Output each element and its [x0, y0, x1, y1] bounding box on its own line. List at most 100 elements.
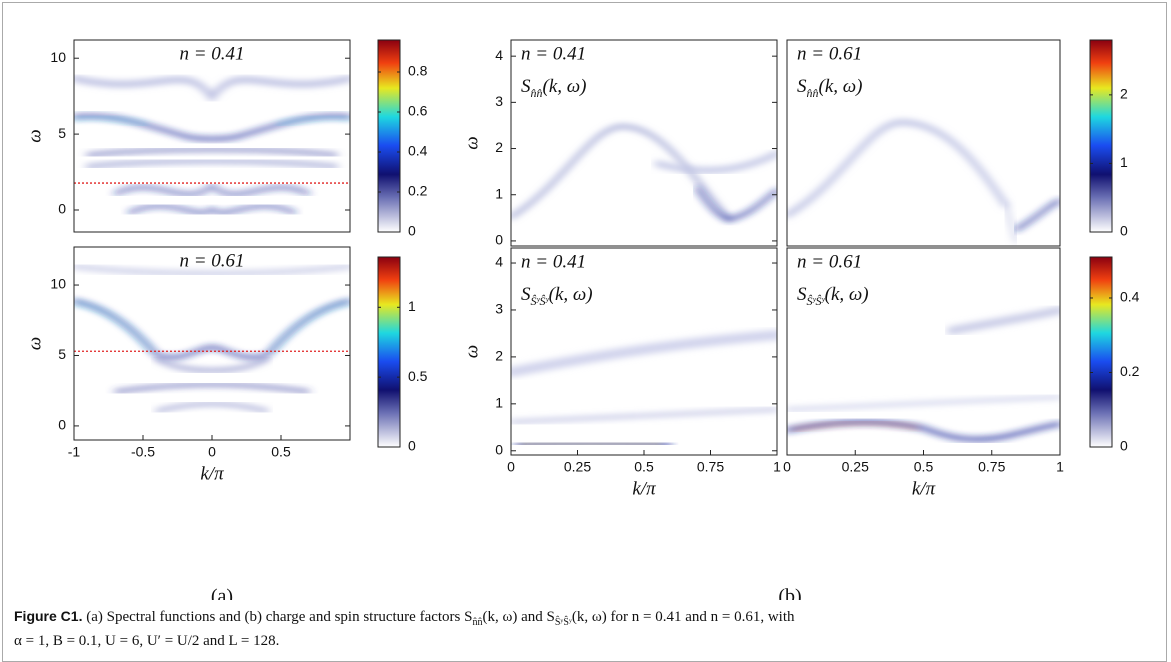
x-tick-label: 1 — [773, 459, 781, 475]
y-tick-label: 2 — [495, 348, 503, 364]
intensity-feature — [74, 117, 350, 124]
quantity-label: Sn̂n̂(k, ω) — [521, 76, 587, 99]
heatmap — [511, 335, 777, 445]
heatmap — [74, 78, 350, 212]
x-tick-label: 0 — [783, 459, 791, 475]
intensity-feature — [74, 266, 350, 273]
quantity-symbol: S — [521, 76, 531, 97]
intensity-feature — [88, 161, 336, 167]
quantity-subscript: n̂n̂ — [531, 86, 543, 100]
caption-text: (k, ω) for n = 0.41 and n = 0.61, with — [571, 609, 795, 625]
panel-label: (a) — [211, 586, 233, 600]
intensity-feature — [88, 149, 336, 155]
colorbar-tick-label: 0 — [1120, 223, 1128, 239]
caption: Figure C1. (a) Spectral functions and (b… — [14, 607, 1159, 650]
annotation: n = 0.61 — [797, 251, 862, 272]
plot-frame — [786, 39, 1061, 247]
colorbar-tick-label: 1 — [408, 298, 416, 314]
quantity-symbol: S — [797, 284, 807, 305]
y-axis-label: ω — [461, 345, 482, 358]
quantity-label: SŜʸŜʸ(k, ω) — [797, 284, 869, 307]
y-tick-label: 0 — [58, 201, 66, 217]
colorbar-tick-label: 0.5 — [408, 368, 428, 384]
intensity-feature — [74, 301, 350, 357]
intensity-feature — [74, 303, 350, 351]
caption-label: Figure C1. — [14, 608, 83, 624]
quantity-args: (k, ω) — [819, 76, 863, 97]
intensity-feature — [522, 443, 660, 445]
x-tick-label: 0.5 — [914, 459, 934, 475]
intensity-feature — [115, 186, 308, 194]
x-tick-label: 0.75 — [697, 459, 724, 475]
quantity-label: SŜʸŜʸ(k, ω) — [521, 284, 593, 307]
annotation: n = 0.41 — [521, 251, 586, 272]
y-tick-label: 10 — [50, 49, 66, 65]
y-tick-label: 0 — [495, 441, 503, 457]
x-tick-label: 0 — [507, 459, 515, 475]
colorbar-tick-label: 0.4 — [1120, 289, 1140, 305]
caption-text: α = 1, B = 0.1, U = 6, U′ = U/2 and L = … — [14, 633, 280, 649]
y-axis-label: ω — [24, 337, 45, 350]
colorbar-tick-label: 0.4 — [408, 143, 428, 159]
colorbar-tick-label: 1 — [1120, 154, 1128, 170]
annotation: n = 0.41 — [179, 43, 244, 64]
quantity-subscript: ŜʸŜʸ — [807, 294, 826, 308]
y-tick-label: 4 — [495, 47, 503, 63]
caption-text: (k, ω) and S — [482, 609, 555, 625]
intensity-feature — [129, 206, 295, 213]
intensity-feature — [157, 359, 267, 371]
intensity-feature — [511, 409, 777, 421]
x-tick-label: 0.5 — [271, 444, 291, 460]
plot-frame — [73, 39, 351, 233]
y-tick-label: 1 — [495, 395, 503, 411]
heatmap — [74, 266, 350, 411]
quantity-subscript: ŜʸŜʸ — [531, 294, 550, 308]
colorbar-tick-label: 0 — [1120, 438, 1128, 454]
x-axis-label: k/π — [632, 478, 656, 499]
panel-label: (b) — [778, 586, 801, 600]
x-tick-label: 0.25 — [564, 459, 591, 475]
intensity-feature — [787, 422, 1060, 439]
quantity-args: (k, ω) — [543, 76, 587, 97]
y-tick-label: 3 — [495, 301, 503, 317]
colorbar-tick-label: 0.2 — [1120, 363, 1140, 379]
x-axis-label: k/π — [200, 463, 224, 484]
plot-frame — [510, 39, 778, 247]
x-tick-label: 0 — [208, 444, 216, 460]
quantity-label: Sn̂n̂(k, ω) — [797, 76, 863, 99]
colorbar — [1089, 39, 1113, 233]
caption-subscript: ŜʸŜʸ — [554, 617, 572, 628]
intensity-feature — [951, 310, 1060, 331]
y-tick-label: 5 — [58, 346, 66, 362]
colorbar — [1089, 256, 1113, 448]
intensity-feature — [697, 188, 777, 219]
quantity-args: (k, ω) — [549, 284, 593, 305]
x-tick-label: 0.5 — [634, 459, 654, 475]
caption-text: (a) Spectral functions and (b) charge an… — [86, 609, 473, 625]
intensity-feature — [787, 122, 1005, 215]
x-tick-label: 0.25 — [842, 459, 869, 475]
y-axis-label: ω — [24, 129, 45, 142]
intensity-feature — [74, 116, 350, 139]
colorbar-tick-label: 0.6 — [408, 103, 428, 119]
caption-subscript: n̂n̂ — [472, 617, 483, 628]
x-tick-label: -0.5 — [131, 444, 155, 460]
annotation: n = 0.61 — [797, 43, 862, 64]
heatmap — [511, 127, 777, 242]
intensity-feature — [157, 404, 267, 411]
colorbar-tick-label: 0 — [408, 438, 416, 454]
quantity-args: (k, ω) — [825, 284, 869, 305]
colorbar-tick-label: 0.2 — [408, 183, 428, 199]
intensity-feature — [787, 397, 1060, 409]
x-tick-label: 1 — [1056, 459, 1064, 475]
heatmap — [787, 310, 1060, 439]
x-tick-label: -1 — [68, 444, 81, 460]
annotation: n = 0.61 — [179, 250, 244, 271]
y-tick-label: 10 — [50, 276, 66, 292]
quantity-symbol: S — [797, 76, 807, 97]
colorbar — [377, 256, 401, 448]
intensity-feature — [1016, 201, 1060, 230]
colorbar-tick-label: 0 — [408, 223, 416, 239]
intensity-feature — [115, 385, 308, 392]
